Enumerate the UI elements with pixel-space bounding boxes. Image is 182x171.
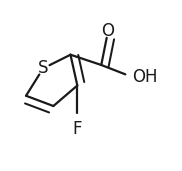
- Text: S: S: [38, 59, 48, 77]
- Text: F: F: [73, 120, 82, 138]
- Text: O: O: [102, 22, 115, 40]
- Text: OH: OH: [132, 68, 158, 86]
